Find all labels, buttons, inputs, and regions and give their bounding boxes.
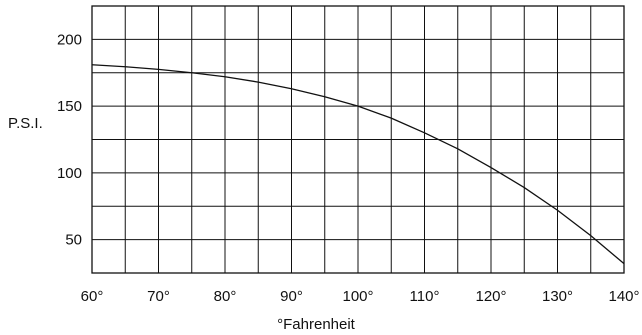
y-tick-label: 150 — [57, 98, 82, 115]
x-tick-label: 120° — [475, 288, 506, 305]
pressure-curve — [91, 64, 625, 265]
y-tick-label: 50 — [65, 232, 82, 249]
x-tick-label: 100° — [342, 288, 373, 305]
y-tick-labels: 50 100 150 200 — [57, 31, 82, 248]
y-tick-label: 100 — [57, 165, 82, 182]
x-tick-label: 60° — [81, 288, 104, 305]
series-group — [91, 64, 625, 265]
x-tick-label: 70° — [147, 288, 170, 305]
y-tick-label: 200 — [57, 31, 82, 48]
x-tick-label: 140° — [608, 288, 639, 305]
grid — [92, 6, 624, 273]
x-tick-labels: 60° 70° 80° 90° 100° 110° 120° 130° 140° — [81, 288, 640, 305]
y-axis-label: P.S.I. — [8, 115, 43, 132]
x-tick-label: 110° — [410, 288, 440, 305]
plot-frame — [91, 5, 625, 274]
x-tick-label: 130° — [542, 288, 573, 305]
x-tick-label: 80° — [214, 288, 237, 305]
x-axis-label: °Fahrenheit — [277, 316, 356, 333]
x-tick-label: 90° — [280, 288, 303, 305]
